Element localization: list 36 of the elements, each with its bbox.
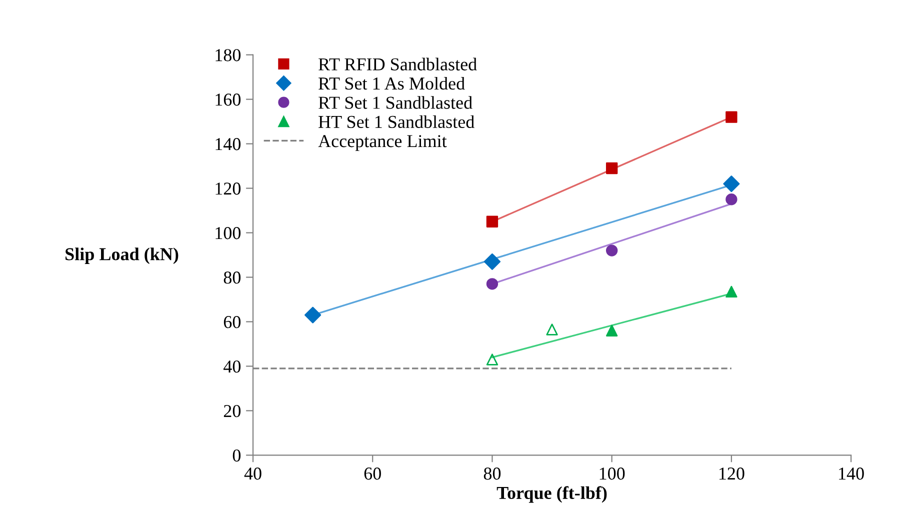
y-tick-label: 140 xyxy=(216,138,241,150)
x-tick-label: 60 xyxy=(364,468,381,480)
point xyxy=(726,111,738,123)
y-tick-label: 20 xyxy=(224,404,241,418)
point xyxy=(484,253,501,270)
y-tick-label: 60 xyxy=(224,316,241,328)
point xyxy=(486,278,498,290)
point xyxy=(304,306,322,324)
x-tick-label: 140 xyxy=(839,468,864,480)
x-tick-label: 120 xyxy=(719,468,744,480)
point xyxy=(723,176,740,192)
point xyxy=(606,324,618,336)
x-tick-label: 100 xyxy=(600,468,625,480)
y-tick-label: 80 xyxy=(224,271,241,284)
legend-label: RT Set 1 As Molded xyxy=(318,76,465,90)
legend-label: RT Set 1 Sandblasted xyxy=(318,96,472,109)
y-tick-label: 100 xyxy=(216,227,241,240)
point xyxy=(546,324,558,336)
legend-label: RT RFID Sandblasted xyxy=(318,58,477,70)
point xyxy=(486,216,498,228)
legend-label: HT Set 1 Sandblasted xyxy=(318,115,474,128)
point xyxy=(606,244,618,256)
y-axis-title: Slip Load (kN) xyxy=(66,248,178,264)
y-tick-label: 120 xyxy=(216,182,241,195)
y-tick-label: 40 xyxy=(224,360,241,373)
x-tick-label: 40 xyxy=(244,468,262,480)
x-axis-title: Torque (ft-lbf) xyxy=(496,486,607,503)
point xyxy=(486,354,498,366)
y-tick-label: 160 xyxy=(216,94,241,106)
point xyxy=(726,194,738,206)
legend-label: Acceptance Limit xyxy=(318,135,447,151)
point xyxy=(606,162,618,174)
point xyxy=(726,286,738,298)
x-tick-label: 80 xyxy=(484,468,501,480)
y-tick-label: 0 xyxy=(232,449,241,462)
y-tick-label: 180 xyxy=(216,49,241,62)
